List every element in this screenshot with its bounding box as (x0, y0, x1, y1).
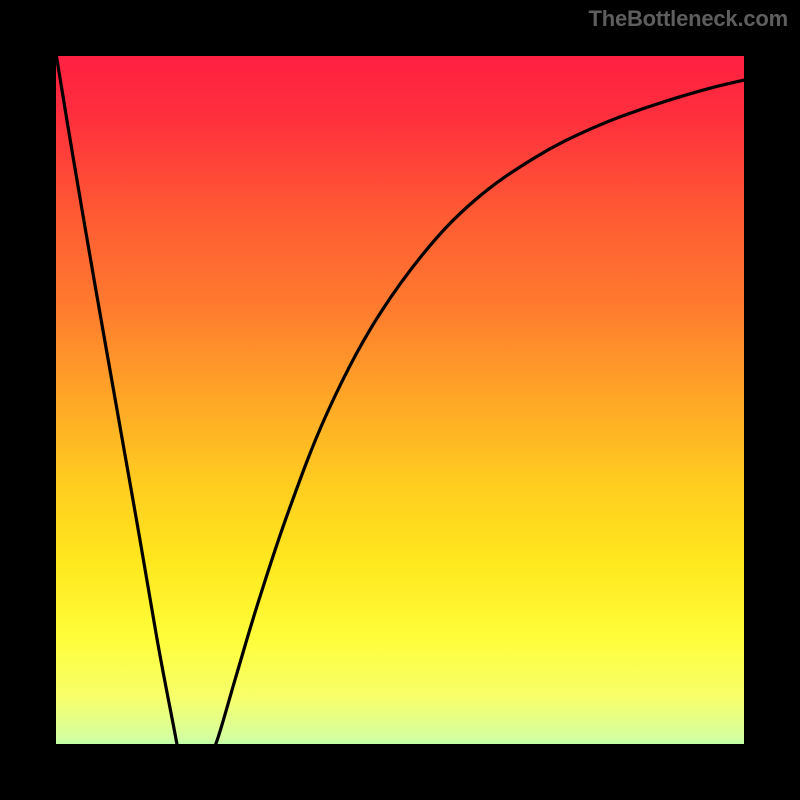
chart-background (28, 28, 772, 772)
bottleneck-chart (0, 0, 800, 800)
attribution-label: TheBottleneck.com (588, 6, 788, 32)
